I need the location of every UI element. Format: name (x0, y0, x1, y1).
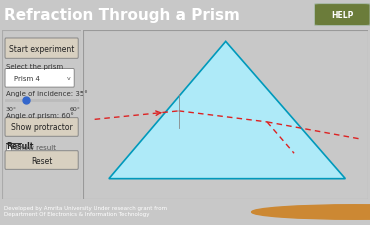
Text: v: v (67, 76, 71, 81)
FancyBboxPatch shape (5, 39, 78, 59)
Text: Show result: Show result (14, 145, 55, 151)
Text: Refraction Through a Prism: Refraction Through a Prism (4, 8, 240, 23)
FancyBboxPatch shape (5, 69, 74, 88)
Text: Angle of prism: 60°: Angle of prism: 60° (6, 112, 74, 119)
FancyBboxPatch shape (314, 4, 370, 26)
Text: 30°: 30° (6, 107, 17, 112)
Bar (6, 144, 11, 151)
Text: Start experiment: Start experiment (9, 45, 74, 53)
FancyBboxPatch shape (5, 151, 78, 170)
Text: Developed by Amrita University Under research grant from
Department Of Electroni: Developed by Amrita University Under res… (4, 205, 167, 216)
Text: 60°: 60° (70, 107, 80, 112)
Text: Select the prism: Select the prism (6, 64, 63, 70)
Text: Result: Result (6, 141, 33, 150)
Text: Reset: Reset (31, 156, 52, 165)
Circle shape (252, 205, 370, 219)
Text: HELP: HELP (331, 11, 353, 20)
FancyBboxPatch shape (5, 118, 78, 137)
Text: Show protractor: Show protractor (11, 123, 73, 132)
Polygon shape (109, 42, 345, 179)
Text: Prism 4: Prism 4 (14, 75, 40, 81)
Text: Angle of incidence: 35°: Angle of incidence: 35° (6, 90, 88, 97)
